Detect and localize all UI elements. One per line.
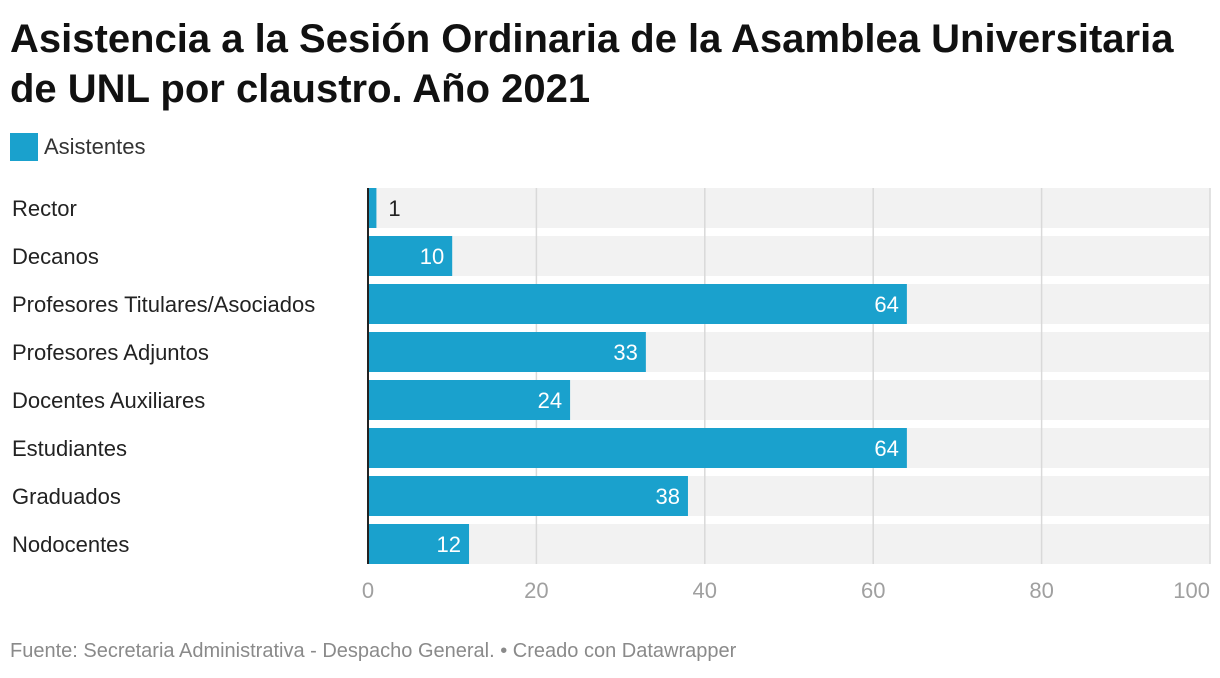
chart-title: Asistencia a la Sesión Ordinaria de la A… <box>10 17 1174 111</box>
data-label: 1 <box>388 196 400 221</box>
data-label: 24 <box>538 388 562 413</box>
category-label: Profesores Adjuntos <box>12 340 209 365</box>
category-label: Estudiantes <box>12 436 127 461</box>
bar-track <box>368 188 1210 228</box>
data-label: 64 <box>874 292 898 317</box>
legend-label: Asistentes <box>44 134 146 159</box>
category-label: Graduados <box>12 484 121 509</box>
x-tick-label: 100 <box>1173 578 1210 603</box>
bar <box>368 428 907 468</box>
bar-track <box>368 236 1210 276</box>
bar-chart: Rector Decanos Profesores Titulares/Asocia… <box>12 188 1211 603</box>
data-label: 38 <box>655 484 679 509</box>
data-label: 64 <box>874 436 898 461</box>
data-label: 12 <box>437 532 461 557</box>
bars <box>368 188 907 564</box>
data-label: 10 <box>420 244 444 269</box>
data-labels: 1 10 64 33 24 64 38 12 <box>388 196 898 557</box>
bar <box>368 524 470 564</box>
x-tick-label: 0 <box>362 578 374 603</box>
bar <box>368 380 571 420</box>
x-tick-label: 40 <box>693 578 717 603</box>
category-label: Rector <box>12 196 77 221</box>
bar <box>368 284 907 324</box>
category-label: Decanos <box>12 244 99 269</box>
x-tick-labels: 0 20 40 60 80 100 <box>362 578 1210 603</box>
legend-swatch <box>10 133 38 161</box>
x-tick-label: 20 <box>524 578 548 603</box>
category-label: Nodocentes <box>12 532 129 557</box>
bar <box>368 476 688 516</box>
category-labels: Rector Decanos Profesores Titulares/Asocia… <box>12 196 315 557</box>
bar <box>368 236 453 276</box>
bar <box>368 188 377 228</box>
category-label: Docentes Auxiliares <box>12 388 205 413</box>
bar <box>368 332 646 372</box>
x-tick-label: 60 <box>861 578 885 603</box>
x-tick-label: 80 <box>1029 578 1053 603</box>
bar-track <box>368 524 1210 564</box>
category-label: Profesores Titulares/Asociados <box>12 292 315 317</box>
legend: Asistentes <box>10 132 146 162</box>
source-footer: Fuente: Secretaria Administrativa - Desp… <box>10 640 737 662</box>
data-label: 33 <box>613 340 637 365</box>
